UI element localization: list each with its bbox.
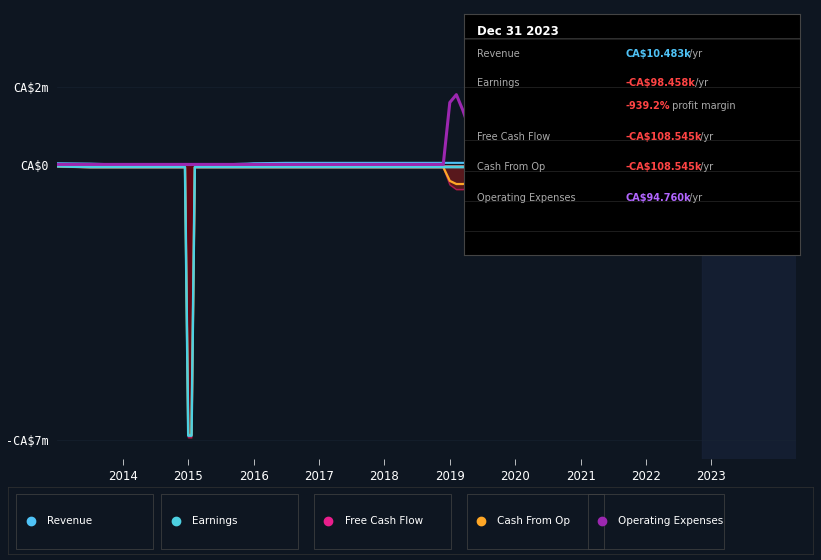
Text: Free Cash Flow: Free Cash Flow bbox=[477, 132, 551, 142]
Bar bbox=[16, 494, 153, 549]
Text: Revenue: Revenue bbox=[477, 49, 520, 59]
Text: Earnings: Earnings bbox=[191, 516, 237, 526]
Text: Operating Expenses: Operating Expenses bbox=[618, 516, 723, 526]
Text: CA$94.760k: CA$94.760k bbox=[626, 193, 691, 203]
Text: profit margin: profit margin bbox=[669, 101, 736, 111]
Text: Cash From Op: Cash From Op bbox=[477, 162, 546, 172]
Text: -939.2%: -939.2% bbox=[626, 101, 670, 111]
Text: Cash From Op: Cash From Op bbox=[498, 516, 571, 526]
Bar bbox=[467, 494, 603, 549]
Text: /yr: /yr bbox=[698, 132, 713, 142]
Text: /yr: /yr bbox=[692, 78, 708, 88]
Text: -CA$108.545k: -CA$108.545k bbox=[626, 162, 702, 172]
Text: -CA$98.458k: -CA$98.458k bbox=[626, 78, 695, 88]
Text: /yr: /yr bbox=[686, 193, 702, 203]
Text: /yr: /yr bbox=[698, 162, 713, 172]
Text: Operating Expenses: Operating Expenses bbox=[477, 193, 576, 203]
Text: Earnings: Earnings bbox=[477, 78, 520, 88]
Bar bbox=[588, 494, 724, 549]
Text: Dec 31 2023: Dec 31 2023 bbox=[477, 25, 559, 38]
Bar bbox=[314, 494, 451, 549]
Bar bbox=[161, 494, 298, 549]
Text: -CA$108.545k: -CA$108.545k bbox=[626, 132, 702, 142]
Text: Revenue: Revenue bbox=[47, 516, 92, 526]
Text: /yr: /yr bbox=[686, 49, 702, 59]
Bar bbox=[702, 67, 796, 459]
Text: CA$10.483k: CA$10.483k bbox=[626, 49, 691, 59]
Text: Free Cash Flow: Free Cash Flow bbox=[345, 516, 423, 526]
